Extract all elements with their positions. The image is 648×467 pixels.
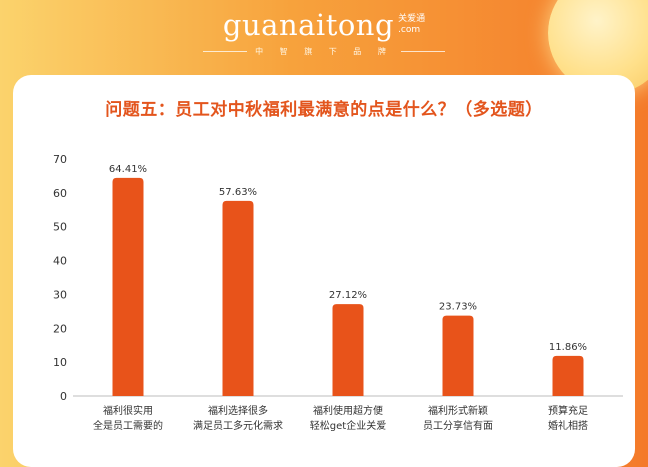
bar <box>332 304 364 396</box>
x-category-label: 全是员工需要的 <box>93 419 163 432</box>
bar <box>552 355 584 396</box>
question-title: 问题五：员工对中秋福利最满意的点是什么？（多选题） <box>105 100 543 120</box>
brand-logo: guanaitong 关爱通 .com <box>223 8 425 42</box>
brand-side: 关爱通 .com <box>398 8 425 36</box>
x-category-label: 婚礼相搭 <box>548 419 588 432</box>
data-label: 64.41% <box>109 164 147 175</box>
x-category-label: 福利形式新颖 <box>428 404 488 417</box>
bar <box>112 177 144 396</box>
chart-card: 问题五：员工对中秋福利最满意的点是什么？（多选题） 0 10 20 30 40 50 60 7… <box>13 75 635 467</box>
slogan-right-rule <box>400 51 445 52</box>
brand-header: guanaitong 关爱通 .com 中 智 旗 下 品 牌 <box>0 8 648 57</box>
x-category-label: 满足员工多元化需求 <box>193 419 283 432</box>
x-category-label: 预算充足 <box>548 404 588 417</box>
brand-domain: .com <box>398 25 421 35</box>
y-tick-label: 50 <box>53 221 67 234</box>
brand-name-cn: 关爱通 <box>398 14 426 24</box>
x-category-label: 福利很实用 <box>103 404 153 417</box>
y-tick-label: 20 <box>53 322 67 335</box>
brand-slogan-text: 中 智 旗 下 品 牌 <box>255 47 393 56</box>
y-tick-label: 0 <box>60 390 67 403</box>
x-category-label: 福利使用超方便 <box>313 404 383 417</box>
y-tick-label: 30 <box>53 288 67 301</box>
y-tick-label: 10 <box>53 356 67 369</box>
bar <box>222 200 254 396</box>
y-tick-label: 70 <box>53 153 67 166</box>
data-label: 57.63% <box>219 187 257 198</box>
data-label: 11.86% <box>549 342 587 353</box>
data-label: 23.73% <box>439 302 477 313</box>
x-category-label: 福利选择很多 <box>208 404 268 417</box>
x-category-label: 轻松get企业关爱 <box>310 419 386 432</box>
y-tick-label: 60 <box>53 187 67 200</box>
x-category-label: 员工分享信有面 <box>423 419 493 432</box>
slogan-left-rule <box>203 51 248 52</box>
bar <box>442 315 474 396</box>
data-label: 27.12% <box>329 290 367 301</box>
brand-name: guanaitong <box>222 8 395 42</box>
y-tick-label: 40 <box>53 255 67 268</box>
brand-slogan: 中 智 旗 下 品 牌 <box>0 46 648 57</box>
